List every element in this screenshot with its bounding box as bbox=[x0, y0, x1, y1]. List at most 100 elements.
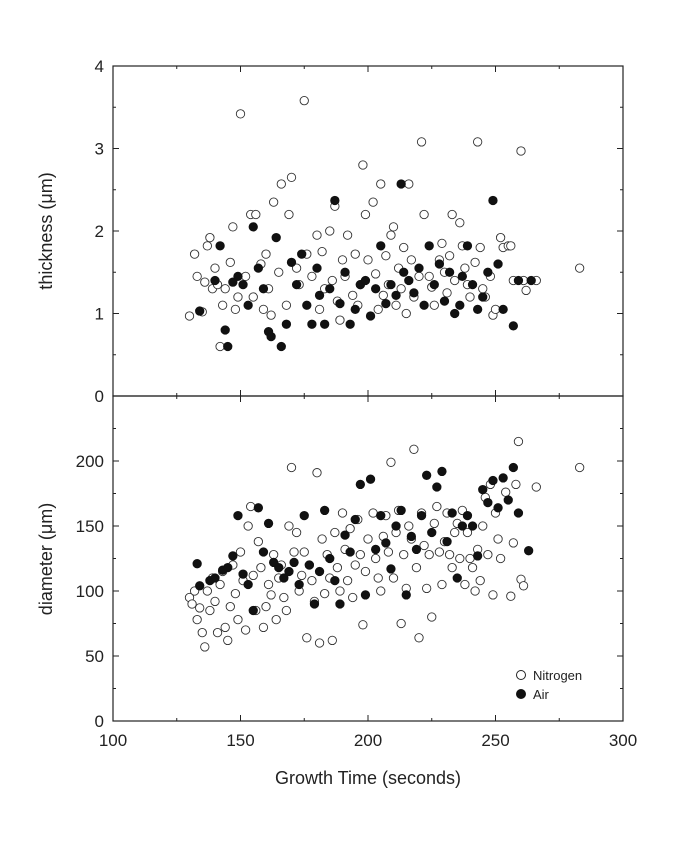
thickness-point-air bbox=[498, 304, 508, 315]
thickness-point-nitrogen bbox=[230, 304, 241, 315]
thickness-point-nitrogen bbox=[363, 255, 373, 265]
diameter-point-nitrogen bbox=[350, 560, 360, 570]
diameter-point-nitrogen bbox=[279, 592, 289, 603]
thickness-point-air bbox=[450, 308, 460, 319]
diameter-point-nitrogen bbox=[444, 549, 455, 560]
thickness-point-nitrogen bbox=[391, 300, 401, 310]
diameter-point-air bbox=[365, 474, 376, 484]
diameter-point-nitrogen bbox=[513, 436, 524, 447]
thickness-point-air bbox=[228, 277, 238, 287]
diameter-point-air bbox=[442, 536, 452, 547]
diameter-point-nitrogen bbox=[263, 579, 274, 590]
thickness-point-air bbox=[258, 284, 269, 294]
thickness-point-nitrogen bbox=[388, 222, 399, 232]
thickness-point-nitrogen bbox=[490, 304, 501, 315]
diameter-point-nitrogen bbox=[230, 588, 241, 599]
thickness-point-nitrogen bbox=[478, 284, 488, 294]
diameter-point-nitrogen bbox=[197, 627, 207, 638]
thickness-point-nitrogen bbox=[437, 238, 447, 249]
diameter-point-nitrogen bbox=[437, 579, 447, 590]
diameter-point-nitrogen bbox=[345, 523, 355, 534]
thickness-point-air bbox=[467, 279, 478, 290]
diameter-point-air bbox=[274, 562, 284, 573]
diameter-point-nitrogen bbox=[488, 590, 498, 600]
diameter-point-air bbox=[488, 475, 498, 486]
diameter-point-air bbox=[253, 503, 264, 513]
thickness-point-air bbox=[302, 300, 312, 310]
thickness-point-nitrogen bbox=[455, 218, 465, 228]
thickness-point-air bbox=[478, 292, 488, 302]
diameter-point-air bbox=[210, 573, 220, 583]
legend-label-nitrogen: Nitrogen bbox=[533, 668, 582, 683]
diameter-point-nitrogen bbox=[233, 614, 243, 625]
thickness-point-air bbox=[330, 195, 340, 206]
diameter-point-nitrogen bbox=[200, 642, 210, 652]
diameter-point-nitrogen bbox=[223, 635, 233, 646]
diameter-point-air bbox=[319, 505, 330, 516]
thickness-point-air bbox=[483, 267, 493, 277]
thickness-point-nitrogen bbox=[442, 288, 452, 298]
diameter-point-nitrogen bbox=[460, 579, 470, 590]
thickness-point-nitrogen bbox=[460, 263, 470, 273]
diameter-point-nitrogen bbox=[261, 601, 271, 612]
diameter-point-nitrogen bbox=[246, 501, 256, 512]
diameter-point-nitrogen bbox=[210, 596, 220, 607]
diameter-point-nitrogen bbox=[368, 508, 378, 518]
diameter-point-nitrogen bbox=[421, 583, 432, 594]
thickness-point-nitrogen bbox=[284, 209, 294, 220]
thickness-point-nitrogen bbox=[210, 263, 220, 273]
diameter-point-nitrogen bbox=[281, 605, 292, 616]
diameter-tick-labels: 0 50 100 150 200 100 150 200 250 300 bbox=[76, 452, 638, 750]
diameter-point-air bbox=[432, 482, 442, 492]
thickness-point-air bbox=[215, 241, 225, 251]
thickness-point-nitrogen bbox=[325, 226, 335, 236]
thickness-point-air bbox=[381, 298, 391, 309]
diameter-point-air bbox=[391, 521, 401, 531]
thickness-point-air bbox=[472, 304, 483, 315]
thickness-point-nitrogen bbox=[424, 271, 434, 282]
diameter-point-air bbox=[279, 573, 289, 583]
diameter-point-nitrogen bbox=[195, 603, 205, 613]
thickness-point-nitrogen bbox=[401, 308, 411, 319]
diameter-point-nitrogen bbox=[248, 570, 258, 581]
thickness-point-air bbox=[312, 263, 322, 273]
diameter-point-air bbox=[524, 546, 534, 556]
diameter-point-nitrogen bbox=[256, 562, 266, 573]
diameter-axis-title: diameter (μm) bbox=[36, 503, 56, 615]
diameter-point-nitrogen bbox=[335, 586, 345, 596]
diameter-point-nitrogen bbox=[386, 457, 396, 467]
thickness-point-nitrogen bbox=[370, 269, 381, 279]
thickness-point-nitrogen bbox=[399, 242, 409, 253]
thickness-point-air bbox=[365, 311, 376, 321]
thickness-point-air bbox=[462, 241, 473, 251]
thickness-data-points bbox=[184, 96, 585, 352]
thickness-point-air bbox=[314, 290, 325, 300]
diameter-point-nitrogen bbox=[483, 549, 493, 560]
x-tick-label: 250 bbox=[481, 731, 509, 750]
diameter-point-air bbox=[483, 497, 493, 508]
thickness-point-air bbox=[399, 267, 409, 277]
diameter-point-nitrogen bbox=[478, 521, 488, 531]
thickness-point-air bbox=[444, 267, 455, 277]
diameter-point-nitrogen bbox=[299, 547, 309, 557]
diameter-point-nitrogen bbox=[337, 508, 348, 518]
diameter-point-nitrogen bbox=[215, 579, 225, 590]
thickness-point-nitrogen bbox=[575, 263, 585, 273]
diameter-point-nitrogen bbox=[411, 562, 422, 573]
thickness-point-nitrogen bbox=[416, 137, 427, 147]
thickness-point-air bbox=[297, 249, 307, 259]
legend-marker-air bbox=[516, 689, 526, 699]
thickness-point-nitrogen bbox=[447, 209, 457, 220]
thickness-point-nitrogen bbox=[465, 292, 475, 302]
x-axis-title: Growth Time (seconds) bbox=[275, 768, 461, 788]
diameter-point-nitrogen bbox=[493, 534, 503, 544]
diameter-point-air bbox=[376, 510, 386, 521]
diameter-point-air bbox=[304, 560, 314, 570]
thickness-point-nitrogen bbox=[404, 179, 414, 189]
diameter-axis-ticks bbox=[112, 396, 624, 722]
thickness-point-nitrogen bbox=[205, 232, 215, 243]
diameter-point-nitrogen bbox=[363, 534, 373, 544]
diameter-point-nitrogen bbox=[508, 538, 518, 548]
thickness-point-nitrogen bbox=[189, 249, 200, 259]
diameter-point-air bbox=[243, 579, 253, 590]
